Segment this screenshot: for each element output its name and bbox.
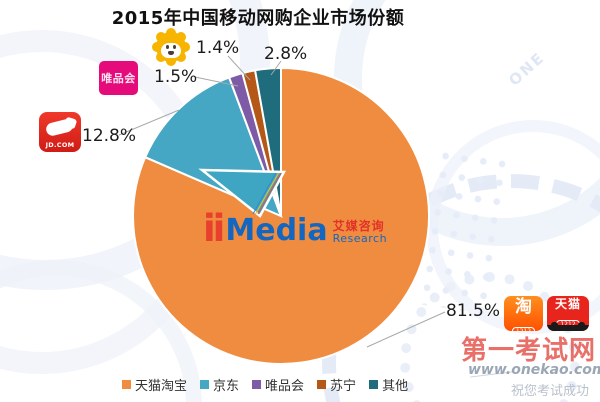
slice-label-vip: 1.5% [154, 67, 198, 87]
jd-logo-icon: JD.COM [39, 112, 81, 152]
legend-swatch [317, 380, 327, 389]
site-watermark-url: www.onekao.com [468, 362, 600, 378]
lion-eye [166, 45, 169, 49]
slice-label-others: 2.8% [264, 44, 308, 64]
legend-item-3: 苏宁 [317, 375, 356, 394]
taobao-logo-text: 淘 [515, 297, 532, 317]
iimedia-ii-figures: ii [203, 207, 225, 250]
suning-lion-icon [154, 30, 190, 66]
label-leader-line [270, 60, 282, 76]
legend-swatch [252, 380, 262, 389]
slice-label-tmall-taobao: 81.5% [446, 301, 501, 321]
vip-logo-text: 唯品会 [101, 72, 136, 85]
legend-item-1: 京东 [200, 375, 239, 394]
legend-item-4: 其他 [369, 375, 408, 394]
vip-logo-icon: 唯品会 [99, 61, 138, 95]
legend-item-0: 天猫淘宝 [122, 375, 187, 394]
legend-label: 天猫淘宝 [135, 379, 188, 394]
jd-logo-text: JD.COM [45, 141, 75, 149]
chart-title: 2015年中国移动网购企业市场份额 [111, 8, 405, 29]
lion-nose [168, 51, 174, 55]
iimedia-media-text: Media [225, 213, 328, 249]
iimedia-research-text: Research [332, 231, 388, 245]
lion-eye [173, 45, 176, 49]
legend-label: 唯品会 [265, 379, 305, 394]
site-watermark-slogan: 祝您考试成功 [511, 384, 590, 399]
legend-label: 京东 [213, 379, 240, 394]
legend-swatch [122, 380, 131, 389]
legend-swatch [369, 380, 379, 389]
iimedia-logo: ii Media 艾媒咨询 Research [203, 207, 388, 250]
label-leader-line [118, 109, 180, 136]
legend-label: 苏宁 [330, 379, 357, 394]
iimedia-chinese-name: 艾媒咨询 [332, 219, 385, 234]
legend-label: 其他 [382, 379, 409, 394]
slice-label-suning: 1.4% [196, 38, 240, 58]
slice-label-jd: 12.8% [82, 126, 137, 146]
chart-legend: 天猫淘宝 京东 唯品会 苏宁 其他 [122, 375, 408, 394]
taobao-logo-icon: 淘 1212 [504, 296, 543, 331]
legend-item-2: 唯品会 [252, 375, 304, 394]
tmall-logo-text: 天猫 [554, 297, 581, 311]
legend-swatch [200, 380, 210, 389]
tmall-logo-icon: 天猫 1212 [547, 296, 589, 331]
